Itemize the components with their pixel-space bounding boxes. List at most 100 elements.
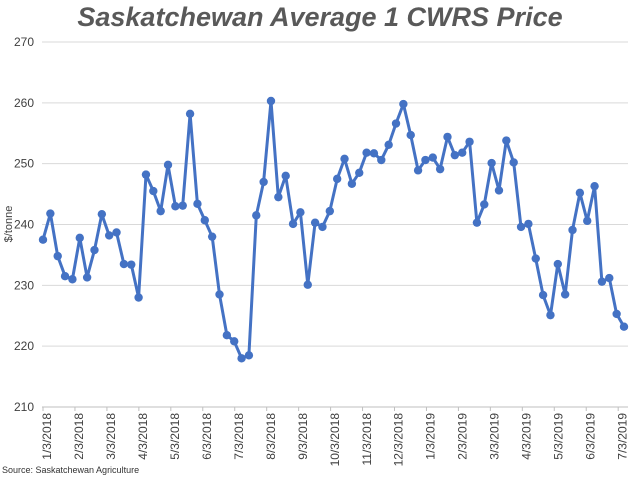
data-point (60, 272, 70, 281)
x-tick-label: 9/3/2018 (296, 413, 310, 460)
data-point (288, 219, 298, 229)
data-point (171, 202, 180, 211)
x-tick-label: 4/3/2018 (136, 413, 150, 460)
data-point (127, 260, 136, 269)
data-point (134, 293, 143, 302)
data-point (237, 354, 246, 363)
x-tick-label: 3/3/2019 (488, 413, 502, 460)
data-point (568, 225, 577, 235)
data-point (428, 153, 437, 162)
data-point (450, 150, 460, 160)
data-point (252, 211, 261, 220)
data-point (465, 137, 474, 146)
x-tick-label: 5/3/2018 (168, 413, 182, 460)
data-point (553, 259, 563, 269)
y-tick-label: 230 (14, 278, 34, 292)
x-tick-label: 7/3/2018 (232, 413, 246, 460)
y-tick-label: 210 (14, 400, 34, 414)
data-point (303, 280, 312, 289)
data-point (296, 208, 305, 217)
data-point (355, 168, 364, 177)
data-point (259, 177, 268, 187)
y-axis-label: $/tonne (3, 206, 15, 243)
data-point (406, 130, 415, 140)
data-point (178, 201, 187, 210)
data-point (494, 186, 504, 195)
y-tick-label: 250 (14, 157, 34, 171)
x-tick-label: 4/3/2019 (520, 413, 534, 460)
data-point (38, 235, 48, 244)
data-point (347, 179, 357, 188)
data-point (149, 186, 158, 196)
data-point (244, 351, 254, 360)
x-tick-label: 11/3/2018 (360, 413, 374, 466)
data-point (82, 273, 92, 282)
data-point (281, 171, 290, 181)
data-point (310, 218, 320, 227)
data-point (266, 96, 276, 106)
x-tick-label: 3/3/2018 (104, 413, 118, 460)
data-point (156, 206, 165, 216)
data-point (112, 228, 121, 237)
data-point (97, 209, 107, 219)
data-point (222, 331, 232, 340)
data-point (502, 136, 511, 145)
data-point (274, 192, 283, 202)
source-note: Source: Saskatchewan Agriculture (2, 465, 140, 475)
data-point (391, 119, 401, 128)
data-point (546, 310, 555, 320)
data-point (421, 155, 430, 165)
y-tick-label: 240 (14, 218, 34, 232)
data-point (325, 206, 335, 216)
x-tick-label: 6/3/2019 (583, 413, 597, 460)
x-tick-label: 10/3/2018 (328, 413, 342, 467)
data-point (104, 231, 114, 240)
x-tick-label: 2/3/2019 (456, 413, 470, 460)
x-tick-label: 12/3/2018 (392, 413, 406, 467)
data-point (53, 251, 62, 261)
data-point (207, 232, 217, 241)
data-point (413, 166, 423, 175)
y-tick-label: 220 (14, 339, 34, 353)
data-point (68, 275, 77, 284)
data-point (538, 290, 548, 300)
data-point (605, 273, 614, 283)
x-tick-label: 5/3/2019 (551, 413, 565, 460)
data-point (46, 209, 55, 218)
data-point (458, 148, 467, 157)
data-point (230, 337, 239, 346)
data-point (524, 219, 533, 229)
chart-title: Saskatchewan Average 1 CWRS Price (77, 2, 563, 32)
data-point (612, 309, 621, 319)
axes (42, 406, 628, 411)
data-point (590, 181, 599, 191)
x-tick-labels: 1/3/2018 2/3/2018 3/3/2018 4/3/2018 5/3/2018… (40, 413, 629, 467)
data-point (318, 222, 327, 232)
y-tick-label: 260 (14, 96, 34, 110)
data-point (362, 148, 371, 157)
x-tick-label: 2/3/2018 (72, 413, 86, 460)
series-line (41, 99, 626, 360)
data-point (119, 259, 129, 269)
data-point (583, 216, 592, 226)
data-point (509, 158, 518, 167)
x-tick-label: 1/3/2019 (424, 413, 438, 460)
data-point (193, 199, 202, 209)
data-point (560, 290, 570, 299)
x-tick-label: 1/3/2018 (40, 413, 54, 460)
x-tick-label: 7/3/2019 (615, 413, 629, 460)
data-point (340, 154, 349, 163)
data-point (369, 149, 379, 158)
data-point (200, 216, 209, 225)
data-point (90, 245, 99, 255)
data-point (215, 290, 224, 299)
y-tick-labels: 210 220 230 240 250 260 270 (14, 35, 34, 414)
data-point (399, 99, 408, 109)
data-point (516, 222, 526, 232)
data-point (531, 254, 540, 263)
y-tick-label: 270 (14, 35, 34, 49)
data-point (332, 174, 342, 184)
data-point (377, 155, 386, 165)
data-point (597, 277, 607, 286)
